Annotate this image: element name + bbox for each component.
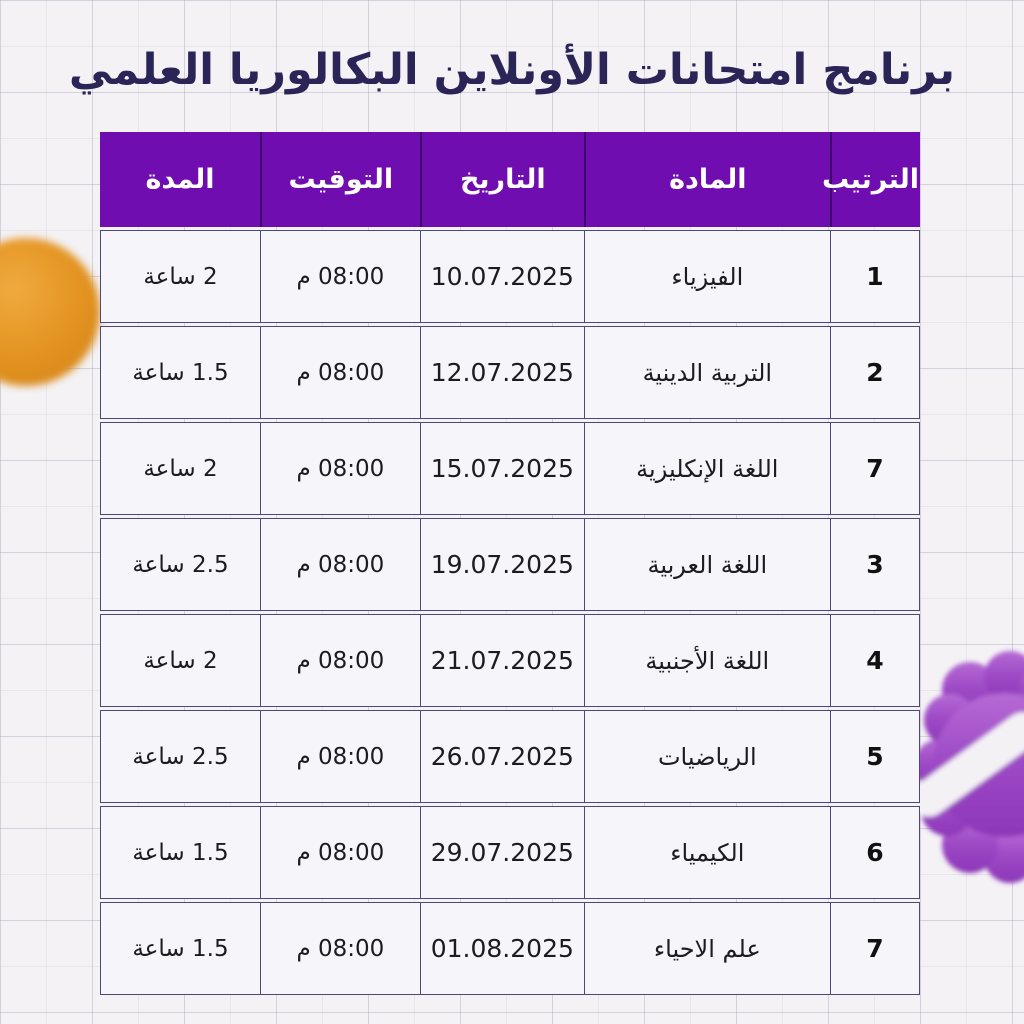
- table-row: 6 الكيمياء 29.07.2025 08:00 م 1.5 ساعة: [100, 806, 920, 899]
- order-cell: 3: [829, 518, 920, 611]
- subject-cell: التربية الدينية: [583, 326, 830, 419]
- table-row: 5 الرياضيات 26.07.2025 08:00 م 2.5 ساعة: [100, 710, 920, 803]
- date-cell: 15.07.2025: [419, 422, 584, 515]
- order-cell: 1: [829, 230, 920, 323]
- column-header-order: الترتيب: [822, 132, 920, 227]
- duration-cell: 2.5 ساعة: [100, 518, 260, 611]
- time-cell: 08:00 م: [259, 902, 420, 995]
- date-cell: 10.07.2025: [419, 230, 584, 323]
- table-row: 4 اللغة الأجنبية 21.07.2025 08:00 م 2 سا…: [100, 614, 920, 707]
- time-cell: 08:00 م: [259, 518, 420, 611]
- duration-cell: 2 ساعة: [100, 614, 260, 707]
- table-row: 7 اللغة الإنكليزية 15.07.2025 08:00 م 2 …: [100, 422, 920, 515]
- subject-cell: الفيزياء: [583, 230, 830, 323]
- date-cell: 12.07.2025: [419, 326, 584, 419]
- column-header-date: التاريخ: [419, 132, 584, 227]
- order-cell: 7: [829, 422, 920, 515]
- duration-cell: 2.5 ساعة: [100, 710, 260, 803]
- column-header-time: التوقيت: [259, 132, 420, 227]
- subject-cell: اللغة الأجنبية: [583, 614, 830, 707]
- exam-schedule-table: الترتيب المادة التاريخ التوقيت المدة 1 ا…: [100, 129, 920, 998]
- date-cell: 19.07.2025: [419, 518, 584, 611]
- page-title: برنامج امتحانات الأونلاين البكالوريا الع…: [68, 45, 956, 95]
- column-header-duration: المدة: [100, 132, 260, 227]
- duration-cell: 2 ساعة: [100, 230, 260, 323]
- subject-cell: اللغة العربية: [583, 518, 830, 611]
- time-cell: 08:00 م: [259, 806, 420, 899]
- subject-cell: علم الاحياء: [583, 902, 830, 995]
- time-cell: 08:00 م: [259, 614, 420, 707]
- time-cell: 08:00 م: [259, 230, 420, 323]
- duration-cell: 1.5 ساعة: [100, 806, 260, 899]
- subject-cell: الرياضيات: [583, 710, 830, 803]
- subject-cell: الكيمياء: [583, 806, 830, 899]
- table-row: 1 الفيزياء 10.07.2025 08:00 م 2 ساعة: [100, 230, 920, 323]
- duration-cell: 1.5 ساعة: [100, 326, 260, 419]
- date-cell: 29.07.2025: [419, 806, 584, 899]
- order-cell: 4: [829, 614, 920, 707]
- column-header-subject: المادة: [583, 132, 830, 227]
- duration-cell: 2 ساعة: [100, 422, 260, 515]
- purple-scribble-decoration: [915, 651, 1024, 883]
- time-cell: 08:00 م: [259, 326, 420, 419]
- time-cell: 08:00 م: [259, 422, 420, 515]
- date-cell: 01.08.2025: [419, 902, 584, 995]
- table-header-row: الترتيب المادة التاريخ التوقيت المدة: [100, 132, 920, 227]
- orange-circle-decoration: [0, 238, 100, 386]
- order-cell: 6: [829, 806, 920, 899]
- subject-cell: اللغة الإنكليزية: [583, 422, 830, 515]
- exam-table-body: 1 الفيزياء 10.07.2025 08:00 م 2 ساعة 2 ا…: [100, 230, 920, 995]
- order-cell: 2: [829, 326, 920, 419]
- order-cell: 5: [829, 710, 920, 803]
- date-cell: 21.07.2025: [419, 614, 584, 707]
- table-row: 3 اللغة العربية 19.07.2025 08:00 م 2.5 س…: [100, 518, 920, 611]
- time-cell: 08:00 م: [259, 710, 420, 803]
- table-row: 2 التربية الدينية 12.07.2025 08:00 م 1.5…: [100, 326, 920, 419]
- table-row: 7 علم الاحياء 01.08.2025 08:00 م 1.5 ساع…: [100, 902, 920, 995]
- order-cell: 7: [829, 902, 920, 995]
- duration-cell: 1.5 ساعة: [100, 902, 260, 995]
- date-cell: 26.07.2025: [419, 710, 584, 803]
